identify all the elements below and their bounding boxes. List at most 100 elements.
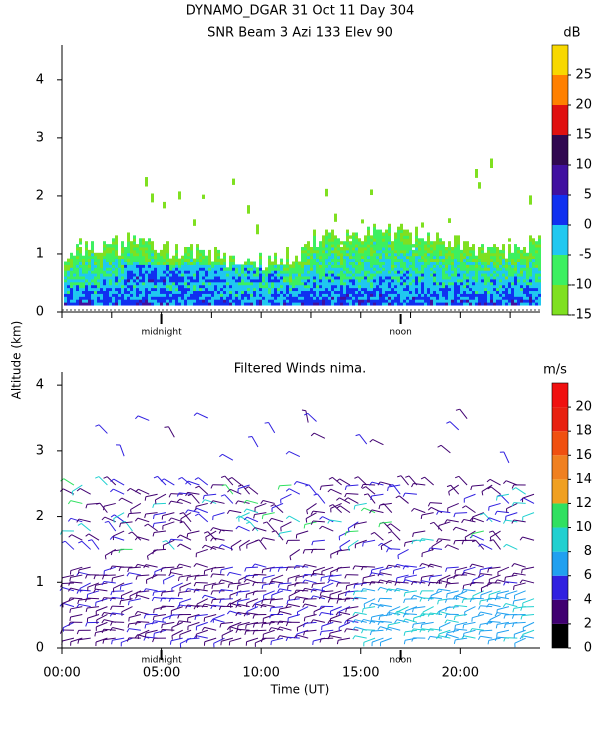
snr-cell: [226, 287, 229, 292]
snr-cell: [364, 246, 367, 251]
snr-cell: [313, 278, 316, 283]
snr-cell: [91, 255, 94, 260]
snr-cell: [388, 249, 391, 254]
snr-cell: [175, 249, 178, 254]
snr-cell: [115, 238, 118, 242]
snr-cell: [286, 258, 289, 263]
wind-barb: [403, 542, 406, 547]
wind-barb: [378, 523, 381, 528]
snr-cell: [361, 296, 364, 300]
snr-cell: [238, 267, 241, 271]
snr-cell: [502, 290, 505, 294]
wind-barb: [310, 520, 314, 525]
wind-barb: [162, 540, 167, 543]
snr-cell: [265, 281, 268, 286]
snr-cell: [526, 281, 529, 286]
snr-cell: [166, 281, 169, 286]
snr-cell: [376, 276, 379, 280]
snr-cell: [316, 278, 319, 283]
wind-barb: [514, 590, 526, 596]
snr-cell: [214, 284, 217, 289]
snr-cell: [379, 302, 382, 306]
snr-cell: [367, 270, 370, 274]
snr-cell: [328, 238, 331, 242]
snr-cell: [172, 281, 175, 286]
snr-cell: [208, 273, 211, 277]
snr-cell: [67, 302, 70, 306]
snr-cell: [487, 302, 490, 306]
snr-cell: [406, 293, 409, 297]
wind-barb: [221, 566, 233, 571]
snr-cell: [79, 270, 82, 274]
wind-barb: [101, 581, 105, 586]
wind-barb: [402, 492, 406, 497]
snr-cell: [406, 276, 409, 280]
snr-cell: [139, 267, 142, 271]
snr-cell: [127, 290, 130, 294]
snr-cell: [493, 290, 496, 294]
snr-cell: [229, 270, 232, 274]
snr-cell: [508, 273, 511, 277]
snr-cell: [508, 238, 511, 242]
wind-barb: [319, 606, 322, 611]
snr-cell: [355, 267, 358, 271]
snr-cell: [202, 299, 205, 303]
snr-cell: [442, 302, 445, 306]
snr-cell: [499, 296, 502, 300]
snr-cell: [478, 249, 481, 254]
wind-barb: [304, 521, 317, 525]
snr-cell: [304, 284, 307, 289]
wind-barb: [103, 628, 116, 631]
wind-barb: [322, 516, 334, 523]
snr-cell: [142, 299, 145, 303]
snr-cell: [301, 261, 304, 265]
snr-cell: [442, 287, 445, 292]
snr-cell: [85, 296, 88, 300]
snr-cell: [439, 244, 442, 248]
wind-barb: [481, 491, 484, 496]
wind-barb: [195, 506, 197, 511]
snr-cell: [121, 287, 124, 292]
snr-cell: [535, 267, 538, 271]
wind-barb: [196, 502, 208, 507]
snr-cell: [367, 244, 370, 248]
snr-cell: [394, 278, 397, 283]
wind-barb: [354, 476, 359, 479]
snr-cell: [163, 201, 166, 209]
snr-cell: [145, 302, 148, 306]
snr-cell: [154, 284, 157, 289]
snr-cell: [295, 264, 298, 268]
snr-cell: [358, 293, 361, 297]
wind-barb: [377, 621, 381, 626]
wind-barb: [118, 567, 121, 572]
snr-cell: [427, 273, 430, 277]
snr-cell: [133, 258, 136, 263]
snr-cell: [355, 287, 358, 292]
wind-barb: [81, 540, 92, 550]
wind-barb: [488, 637, 501, 641]
snr-cell: [415, 278, 418, 283]
wind-barb: [492, 530, 501, 541]
wind-barb: [243, 612, 247, 617]
snr-cell: [433, 299, 436, 303]
snr-cell: [439, 290, 442, 294]
snr-cell: [370, 276, 373, 280]
snr-cell: [64, 278, 67, 283]
wind-barb: [78, 589, 91, 592]
wind-barb: [346, 582, 359, 587]
wind-barb: [422, 563, 434, 568]
snr-cell: [409, 293, 412, 297]
snr-cell: [226, 267, 229, 271]
snr-cell: [487, 278, 490, 283]
snr-cell: [421, 281, 424, 286]
snr-cell: [148, 287, 151, 292]
snr-cell: [100, 290, 103, 294]
wind-barb: [236, 585, 239, 590]
snr-cell: [379, 296, 382, 300]
snr-cell: [406, 267, 409, 271]
snr-cell: [70, 255, 73, 260]
snr-cell: [487, 252, 490, 257]
wind-barb: [354, 582, 367, 586]
snr-cell: [352, 232, 355, 236]
wind-barb: [353, 524, 356, 529]
